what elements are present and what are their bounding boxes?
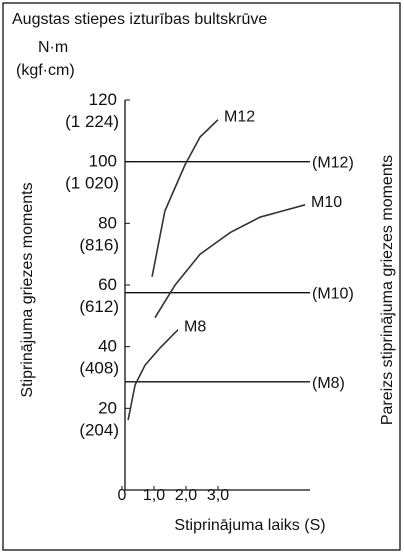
x-tick-label: 0 xyxy=(118,487,127,504)
x-tick-label: 1,0 xyxy=(143,487,165,504)
unit-label: N·m xyxy=(38,39,68,56)
curve xyxy=(127,329,179,421)
series-label: M12 xyxy=(224,109,255,126)
axes xyxy=(124,100,310,491)
y-tick-label: 120 xyxy=(89,90,117,109)
y2-axis-label: Pareizs stiprinājuma griezes moments xyxy=(379,155,396,425)
series-label: M8 xyxy=(184,319,206,336)
x-tick-label: 2,0 xyxy=(175,487,197,504)
y-tick-label: 60 xyxy=(98,275,117,294)
reference-label: (M12) xyxy=(312,155,354,172)
x-tick-label: 3,0 xyxy=(207,487,229,504)
y-tick-label: (204) xyxy=(79,420,119,439)
y-tick-label: (612) xyxy=(79,297,119,316)
y-tick-label: 80 xyxy=(98,213,117,232)
y-tick-label: (816) xyxy=(79,235,119,254)
y-tick-label: (408) xyxy=(79,359,119,378)
unit-label: (kgf·cm) xyxy=(16,62,75,79)
y-axis-label: Stiprinājuma griezes moments xyxy=(19,182,36,397)
frame xyxy=(2,2,401,551)
y-tick-label: (1 224) xyxy=(65,112,119,131)
reference-label: (M8) xyxy=(312,375,345,392)
curve xyxy=(151,119,219,277)
y-tick-label: (1 020) xyxy=(65,174,119,193)
y-tick-label: 40 xyxy=(98,337,117,356)
x-axis-label: Stiprinājuma laiks (S) xyxy=(174,517,325,534)
reference-label: (M10) xyxy=(312,286,354,303)
curve xyxy=(154,204,306,319)
series-label: M10 xyxy=(311,194,342,211)
y-tick-label: 100 xyxy=(89,152,117,171)
chart-title: Augstas stiepes izturības bultskrūve xyxy=(12,11,267,28)
y-tick-label: 20 xyxy=(98,398,117,417)
